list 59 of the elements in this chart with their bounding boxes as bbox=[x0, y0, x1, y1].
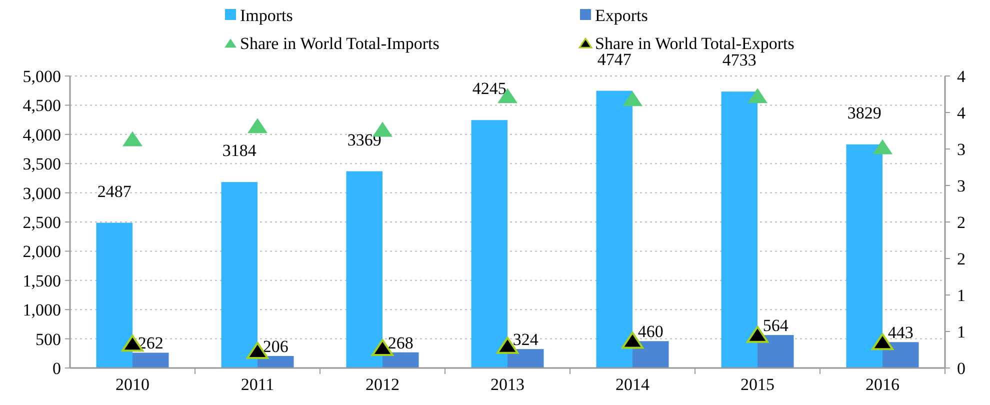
point bbox=[872, 139, 892, 154]
data-label: 4245 bbox=[472, 79, 506, 98]
y-tick-label: 3,000 bbox=[22, 184, 61, 203]
y-tick-label: 4,000 bbox=[22, 125, 61, 144]
legend-label: Imports bbox=[240, 6, 293, 25]
bar bbox=[471, 120, 508, 368]
bar bbox=[846, 144, 882, 368]
y2-tick-label: 4 bbox=[957, 103, 966, 122]
y2-tick-label: 0 bbox=[957, 358, 966, 378]
legend-label: Share in World Total-Imports bbox=[240, 34, 440, 53]
x-tick-label: 2013 bbox=[490, 375, 524, 394]
y2-tick-label: 3 bbox=[957, 176, 966, 196]
x-tick-label: 2011 bbox=[240, 375, 274, 394]
point bbox=[248, 118, 268, 134]
y2-tick-label: 3 bbox=[957, 140, 966, 159]
y-tick-label: 1,500 bbox=[22, 271, 61, 290]
y2-tick-label: 2 bbox=[957, 212, 966, 232]
bar bbox=[508, 349, 544, 368]
x-tick-label: 2015 bbox=[740, 375, 774, 394]
y2-tick-label: 2 bbox=[957, 249, 966, 268]
point bbox=[622, 91, 642, 106]
data-label: 3184 bbox=[222, 141, 257, 160]
bar bbox=[132, 352, 169, 368]
bar bbox=[758, 335, 794, 368]
legend-label: Exports bbox=[595, 6, 648, 25]
y-tick-label: 0 bbox=[52, 358, 61, 378]
point bbox=[748, 88, 768, 104]
y-tick-label: 1,000 bbox=[22, 300, 61, 320]
y2-tick-label: 4 bbox=[957, 66, 966, 86]
data-label: 460 bbox=[638, 322, 664, 342]
data-label: 324 bbox=[512, 330, 539, 350]
data-label: 564 bbox=[762, 316, 789, 336]
data-label: 2487 bbox=[97, 182, 132, 201]
x-tick-label: 2012 bbox=[366, 375, 400, 394]
data-label: 4733 bbox=[722, 50, 756, 70]
bar bbox=[882, 342, 919, 368]
y-tick-label: 4,500 bbox=[22, 96, 61, 116]
y-tick-label: 2,000 bbox=[22, 242, 61, 262]
bar bbox=[96, 222, 132, 368]
x-tick-label: 2016 bbox=[866, 375, 900, 394]
bar bbox=[721, 92, 758, 368]
data-label: 3829 bbox=[847, 103, 882, 122]
y-tick-label: 2,500 bbox=[22, 212, 61, 232]
y2-tick-label: 1 bbox=[957, 322, 966, 342]
x-tick-label: 2014 bbox=[616, 375, 650, 394]
data-label: 268 bbox=[388, 333, 414, 352]
point bbox=[122, 131, 142, 146]
bar bbox=[596, 90, 632, 368]
bar bbox=[346, 171, 382, 368]
data-label: 206 bbox=[262, 336, 288, 356]
bar bbox=[632, 341, 669, 368]
y-tick-label: 500 bbox=[36, 330, 61, 349]
y-tick-label: 3,500 bbox=[22, 154, 61, 174]
bar bbox=[221, 182, 258, 368]
data-label: 443 bbox=[888, 323, 914, 342]
y-tick-label: 5,000 bbox=[22, 66, 61, 86]
x-tick-label: 2010 bbox=[116, 375, 150, 394]
bar bbox=[382, 352, 419, 368]
y2-tick-label: 1 bbox=[957, 286, 966, 305]
